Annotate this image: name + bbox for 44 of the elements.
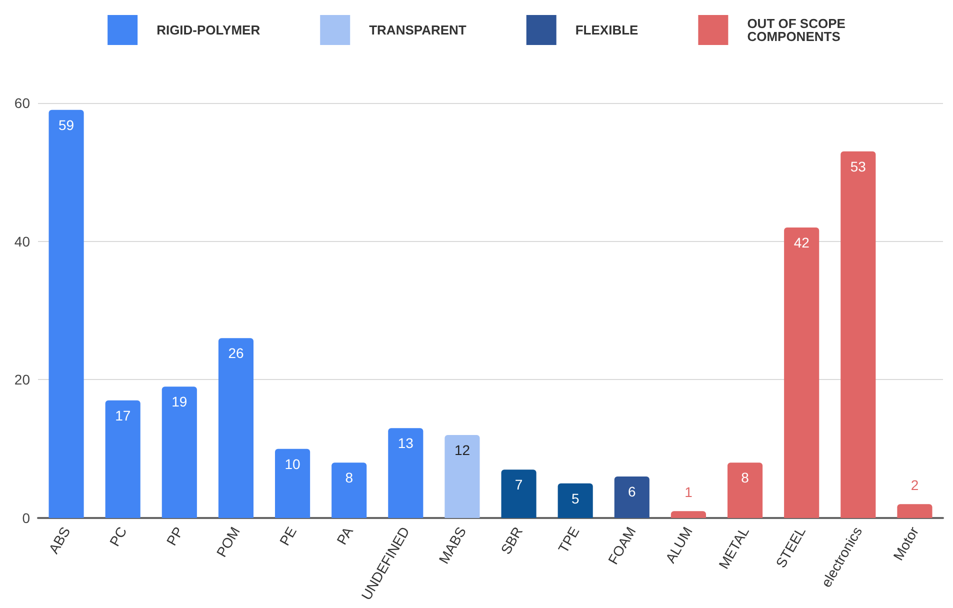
x-tick-label: PA [333, 523, 356, 548]
data-label: 12 [454, 442, 470, 458]
data-label: 13 [398, 435, 414, 452]
data-label: 2 [910, 477, 919, 494]
data-label: 6 [628, 484, 636, 500]
data-label: 7 [514, 476, 523, 493]
bar [444, 435, 480, 518]
bar [274, 448, 310, 518]
bar [388, 428, 424, 518]
data-label: 10 [284, 456, 301, 472]
bar [727, 462, 763, 518]
x-tick-label: PC [106, 524, 130, 549]
data-label: 26 [228, 345, 244, 362]
data-label: 42 [794, 234, 810, 250]
y-tick-label: 20 [14, 372, 30, 388]
bar [48, 110, 84, 518]
legend-label: TRANSPARENT [369, 22, 466, 38]
y-tick-label: 60 [14, 95, 30, 111]
data-label: 53 [850, 158, 866, 174]
legend-label: OUT OF SCOPE COMPONENTS [747, 16, 846, 44]
data-label: 5 [571, 490, 580, 506]
data-label: 8 [741, 470, 750, 486]
bar [670, 511, 706, 518]
y-tick-label: 40 [14, 233, 30, 250]
bar [218, 338, 254, 518]
data-label: 17 [115, 407, 131, 424]
data-label: 8 [345, 470, 354, 486]
legend-label: RIGID-POLYMER [156, 22, 261, 38]
bar [784, 228, 820, 518]
y-tick-label: 0 [22, 510, 30, 526]
bar [501, 470, 536, 518]
data-label: 19 [172, 394, 188, 410]
bar [897, 504, 932, 518]
bar [840, 151, 876, 518]
legend-label: FLEXIBLE [575, 22, 639, 38]
bar [558, 483, 593, 518]
x-tick-label: PE [276, 524, 300, 548]
bar [162, 386, 197, 518]
bar [105, 400, 140, 518]
bar [614, 476, 650, 518]
data-label: 59 [58, 116, 74, 133]
bar [332, 462, 367, 518]
data-label: 1 [684, 484, 693, 500]
x-tick-label: PP [163, 524, 186, 548]
